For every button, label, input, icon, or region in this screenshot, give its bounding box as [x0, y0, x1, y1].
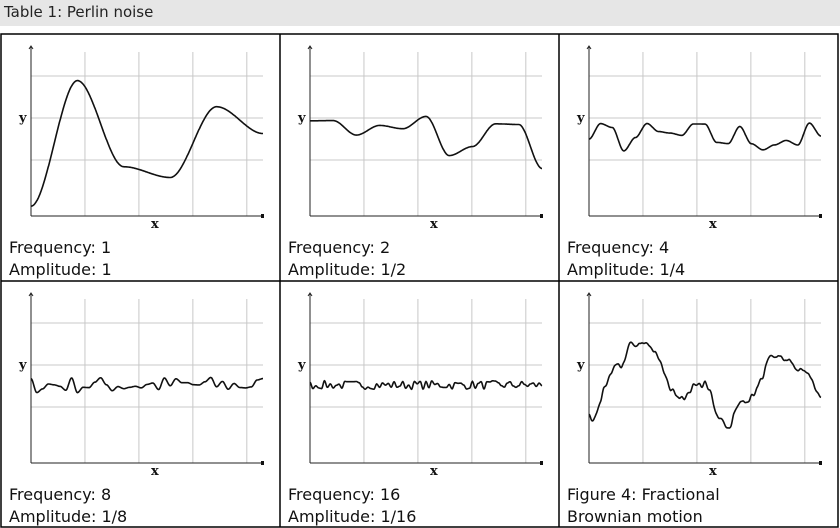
axis-arrow	[28, 292, 34, 297]
cell-caption: Frequency: 16	[288, 485, 400, 504]
x-axis-label: x	[430, 217, 438, 232]
noise-curve	[588, 341, 822, 429]
noise-curve	[310, 115, 542, 170]
axis-end	[540, 461, 543, 465]
cell-caption: Amplitude: 1/16	[288, 507, 416, 526]
cell-caption: Amplitude: 1/8	[9, 507, 127, 526]
header-title: Table 1: Perlin noise	[4, 3, 154, 21]
header-bar: Table 1: Perlin noise	[0, 0, 840, 26]
cell-caption: Amplitude: 1/4	[567, 260, 685, 279]
axis-end	[819, 214, 822, 218]
cell-caption: Brownian motion	[567, 507, 703, 526]
cell-caption: Figure 4: Fractional	[567, 485, 720, 504]
y-axis-label: y	[576, 358, 585, 373]
cell-caption: Frequency: 2	[288, 238, 390, 257]
x-axis-label: x	[430, 464, 438, 479]
y-axis-label: y	[297, 111, 306, 126]
axis-arrow	[586, 292, 592, 297]
y-axis-label: y	[576, 111, 585, 126]
axis-arrow	[307, 292, 313, 297]
noise-curve	[588, 122, 821, 152]
y-axis-label: y	[18, 111, 27, 126]
axis-arrow	[586, 45, 592, 50]
x-axis-label: x	[709, 464, 717, 479]
axis-arrow	[307, 45, 313, 50]
y-axis-label: y	[297, 358, 306, 373]
cell-caption: Frequency: 1	[9, 238, 111, 257]
axis-end	[819, 461, 822, 465]
cell-caption: Amplitude: 1/2	[288, 260, 406, 279]
y-axis-label: y	[18, 358, 27, 373]
noise-curve	[309, 379, 543, 391]
axis-end	[540, 214, 543, 218]
axis-end	[261, 214, 264, 218]
cell-caption: Frequency: 4	[567, 238, 669, 257]
cell-caption: Amplitude: 1	[9, 260, 112, 279]
axis-arrow	[28, 45, 34, 50]
noise-curve	[30, 79, 263, 207]
cell-caption: Frequency: 8	[9, 485, 111, 504]
x-axis-label: x	[151, 464, 159, 479]
x-axis-label: x	[151, 217, 159, 232]
x-axis-label: x	[709, 217, 717, 232]
axis-end	[261, 461, 264, 465]
noise-curve	[30, 376, 263, 394]
